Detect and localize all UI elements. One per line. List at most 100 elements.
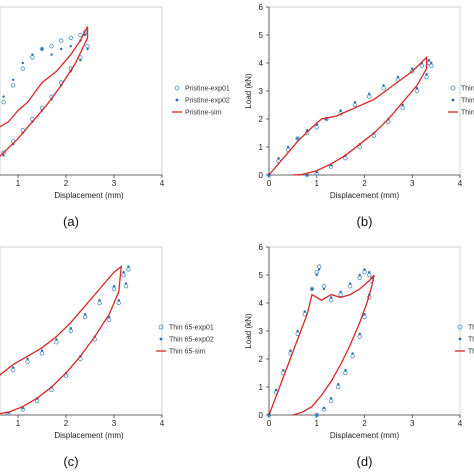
data-point	[424, 74, 429, 80]
data-point	[317, 268, 321, 271]
data-point	[321, 284, 327, 289]
data-point	[350, 354, 355, 359]
x-tick-label: 3	[410, 179, 415, 188]
data-point	[82, 314, 88, 320]
data-point	[315, 273, 318, 277]
data-point	[411, 67, 414, 70]
legend-label: Thi	[468, 349, 474, 356]
data-point	[353, 101, 357, 104]
legend-label: Thin 65-sim	[169, 349, 206, 356]
legend-label: Thin 65-exp01	[169, 325, 214, 332]
y-tick-label: 1	[259, 383, 264, 392]
panel-label: (d)	[357, 454, 373, 469]
data-point	[368, 271, 371, 274]
data-point	[295, 136, 300, 141]
data-point	[367, 94, 372, 99]
data-point	[84, 313, 87, 316]
x-axis-title: Displacement (mm)	[54, 431, 124, 440]
series-line	[0, 26, 89, 158]
data-point	[40, 47, 44, 51]
data-point	[314, 270, 319, 275]
data-point	[427, 59, 431, 62]
y-tick-label: 4	[259, 59, 264, 68]
data-point	[49, 44, 54, 49]
data-point	[363, 268, 366, 271]
chart-panel: 1 2 3 4 Displacement (mm) Pristine-exp01 Prist…	[0, 6, 230, 229]
data-point	[54, 340, 59, 345]
y-tick-label: 3	[259, 327, 264, 336]
data-point	[381, 85, 386, 91]
data-point	[55, 338, 58, 341]
x-tick-label: 1	[315, 179, 320, 188]
data-point	[328, 398, 334, 404]
data-point	[84, 33, 87, 37]
legend-label: Pristine-exp01	[185, 86, 230, 93]
data-point	[26, 357, 29, 361]
data-point	[98, 299, 101, 302]
legend-swatch	[158, 324, 164, 330]
data-point	[396, 75, 400, 79]
legend-swatch	[451, 98, 455, 102]
legend-label: Thin	[461, 110, 474, 117]
data-point	[69, 327, 73, 330]
y-tick-label: 3	[259, 87, 264, 96]
x-tick-label: 0	[267, 419, 272, 428]
data-point	[79, 59, 82, 62]
legend-label: Thi	[468, 325, 474, 332]
data-point	[35, 398, 40, 404]
data-point	[347, 284, 353, 289]
legend-label: Pristine-sim	[185, 110, 222, 117]
data-point	[286, 145, 290, 149]
data-point	[328, 298, 334, 303]
data-point	[338, 292, 343, 297]
x-axis-title: Displacement (mm)	[330, 431, 400, 440]
data-point	[2, 95, 5, 98]
data-point	[322, 406, 326, 410]
data-point	[348, 282, 352, 285]
plot-frame	[268, 6, 461, 176]
data-point	[117, 299, 121, 302]
data-point	[367, 272, 372, 278]
data-point	[97, 300, 102, 306]
data-point	[121, 272, 126, 278]
data-point	[39, 46, 45, 52]
y-tick-label: 1	[259, 143, 264, 152]
data-point	[86, 47, 89, 51]
data-point	[310, 287, 314, 291]
data-point	[336, 384, 341, 390]
plot-frame	[0, 246, 163, 416]
data-point	[69, 45, 73, 48]
x-tick-label: 2	[64, 179, 69, 188]
x-tick-label: 1	[315, 419, 320, 428]
data-point	[352, 102, 358, 108]
x-tick-label: 3	[112, 419, 117, 428]
data-point	[12, 78, 15, 82]
x-tick-label: 3	[410, 419, 415, 428]
series-line	[268, 55, 428, 176]
data-point	[85, 44, 90, 49]
y-tick-label: 6	[259, 3, 264, 12]
data-point	[343, 155, 348, 161]
data-point	[363, 313, 366, 316]
legend-swatch	[175, 98, 179, 102]
y-tick-label: 6	[259, 243, 264, 252]
data-point	[1, 99, 6, 105]
data-point	[123, 284, 129, 289]
data-point	[25, 359, 30, 364]
x-tick-label: 4	[458, 179, 463, 188]
data-point	[401, 103, 404, 107]
data-point	[124, 282, 128, 285]
data-point	[112, 285, 116, 288]
data-point	[68, 35, 73, 40]
series-line	[0, 265, 122, 415]
data-point	[108, 315, 111, 319]
data-point	[274, 388, 278, 391]
data-point	[21, 61, 24, 65]
data-point	[12, 366, 15, 369]
data-point	[39, 351, 45, 356]
x-tick-label: 2	[362, 419, 367, 428]
data-point	[344, 369, 347, 372]
data-point	[126, 267, 131, 272]
data-point	[429, 63, 434, 68]
